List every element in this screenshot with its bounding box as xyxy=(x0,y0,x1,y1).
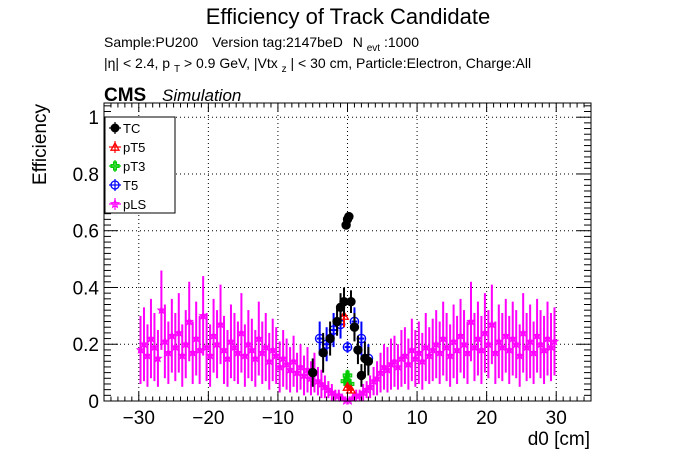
legend-label: pT3 xyxy=(123,159,145,174)
t5-point xyxy=(342,342,353,352)
data-layer xyxy=(135,211,560,405)
tc-point xyxy=(346,296,356,307)
pt5-point xyxy=(338,310,350,320)
tc-point xyxy=(325,333,335,344)
tc-point xyxy=(344,211,354,222)
y-tick-label: 0.6 xyxy=(73,222,99,243)
series-pls xyxy=(135,270,560,405)
legend-marker xyxy=(109,198,121,209)
legend-marker xyxy=(110,180,120,190)
x-tick-label: 30 xyxy=(546,408,567,429)
subtitle-vtx-sub: z xyxy=(282,64,287,75)
x-tick-label: −20 xyxy=(192,408,224,429)
subtitle-nevt-label: N xyxy=(353,34,363,50)
subtitle-sample: Sample:PU200 xyxy=(104,34,198,50)
subtitle-pt-sub: T xyxy=(174,64,180,75)
legend-label: TC xyxy=(123,121,140,136)
y-axis-label: Efficiency xyxy=(30,104,51,185)
subtitle-nevt-sub: evt xyxy=(367,43,381,54)
chart-title: Efficiency of Track Candidate xyxy=(206,4,491,29)
cms-label: CMS xyxy=(104,85,146,106)
subtitle-line-1: Sample:PU200 Version tag:2147beD N evt :… xyxy=(104,34,419,54)
pt5-point xyxy=(342,381,353,391)
legend-marker xyxy=(110,161,120,171)
tc-point xyxy=(363,356,374,366)
subtitle-pt-cut: > 0.9 GeV, |Vtx xyxy=(184,55,278,71)
subtitle-eta: |η| < 2.4, p xyxy=(104,55,170,71)
simulation-label: Simulation xyxy=(162,86,241,105)
legend-item-pt5: pT5 xyxy=(109,140,145,155)
y-tick-label: 0.4 xyxy=(73,278,100,299)
tc-point xyxy=(353,345,363,355)
legend-marker xyxy=(110,123,120,133)
subtitle-rest: | < 30 cm, Particle:Electron, Charge:All xyxy=(291,55,532,71)
x-axis-label: d0 [cm] xyxy=(528,429,590,450)
y-tick-label: 0 xyxy=(88,392,99,413)
subtitle-line-2: |η| < 2.4, p T > 0.9 GeV, |Vtx z | < 30 … xyxy=(104,55,531,75)
tc-point xyxy=(318,348,328,358)
pls-point xyxy=(184,316,194,326)
y-tick-label: 0.2 xyxy=(73,335,99,356)
legend-item-pls: pLS xyxy=(109,197,146,212)
legend-marker xyxy=(109,141,121,151)
x-tick-label: 20 xyxy=(476,408,497,429)
pt5-point xyxy=(345,384,357,394)
tc-point xyxy=(349,322,360,332)
x-tick-label: 10 xyxy=(407,408,428,429)
legend-label: pT5 xyxy=(123,140,145,155)
legend-item-pt3: pT3 xyxy=(109,159,145,174)
legend-label: T5 xyxy=(123,178,138,193)
legend-label: pLS xyxy=(123,197,146,212)
pls-point xyxy=(549,336,560,346)
x-tick-label: −30 xyxy=(123,408,155,429)
tc-point xyxy=(308,367,318,378)
legend-item-t5: T5 xyxy=(109,178,138,193)
subtitle-nevt-value: :1000 xyxy=(384,34,419,50)
legend-item-tc: TC xyxy=(109,121,140,136)
y-tick-label: 0.8 xyxy=(73,165,99,186)
pls-point xyxy=(153,353,163,363)
legend: TC pT5 pT3 T5 pLS xyxy=(104,116,176,214)
x-tick-label: 0 xyxy=(342,408,353,429)
series-tc xyxy=(308,211,374,387)
x-tick-label: −10 xyxy=(262,408,294,429)
axes: −30 −20 −10 0 10 20 30 0 0.2 0.4 0.6 0.8 1 xyxy=(73,103,592,429)
y-tick-label: 1 xyxy=(88,108,99,129)
subtitle-version: Version tag:2147beD xyxy=(212,34,343,50)
